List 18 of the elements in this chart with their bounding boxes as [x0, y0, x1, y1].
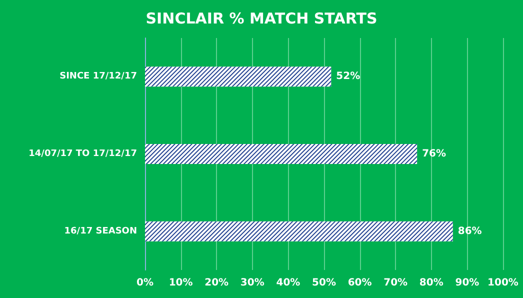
- x-tick-label: 80%: [419, 278, 444, 288]
- data-label: 76%: [422, 148, 446, 160]
- x-tick-label: 30%: [240, 278, 264, 288]
- data-label: 86%: [458, 226, 482, 237]
- x-tick-label: 20%: [204, 278, 229, 288]
- x-tick-label: 60%: [348, 278, 372, 288]
- x-tick-label: 50%: [312, 278, 336, 288]
- x-tick-label: 40%: [276, 278, 300, 288]
- y-tick-label: SINCE 17/12/17: [60, 72, 137, 82]
- x-tick-label: 100%: [488, 278, 518, 288]
- x-tick-label: 10%: [168, 278, 193, 288]
- x-tick-label: 90%: [455, 278, 480, 288]
- y-tick-label: 16/17 SEASON: [64, 226, 137, 236]
- x-tick-label: 70%: [384, 278, 408, 288]
- data-label: 52%: [336, 71, 360, 82]
- chart-title: SINCLAIR % MATCH STARTS: [146, 10, 378, 28]
- x-tick-label: 0%: [136, 278, 154, 288]
- y-tick-label: 14/07/17 TO 17/12/17: [28, 149, 137, 159]
